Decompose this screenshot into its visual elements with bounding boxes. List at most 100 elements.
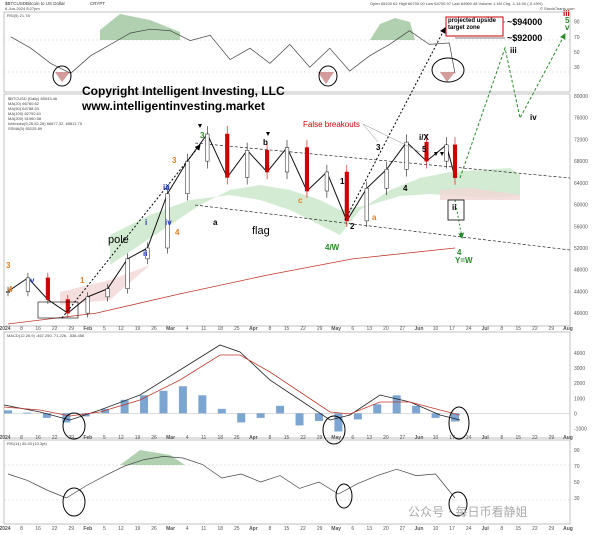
- x-tick-label: 15: [284, 326, 290, 332]
- candle-body: [284, 147, 290, 173]
- candle-body: [105, 288, 110, 298]
- x-tick-label: 20: [383, 326, 389, 332]
- price-tick: 52000: [574, 246, 588, 252]
- x-tick-label: 29: [317, 435, 323, 441]
- x-tick-label: Feb: [83, 326, 92, 332]
- wave-3-orange: 3: [172, 156, 177, 165]
- x-tick-label: 16: [35, 526, 41, 532]
- x-tick-label: May: [331, 326, 341, 332]
- macd-bar: [120, 399, 129, 414]
- period-label: CRYPT: [90, 1, 105, 6]
- x-tick-label: Mar: [166, 526, 175, 532]
- flag-label: flag: [252, 225, 270, 237]
- price-panel: [3, 93, 571, 327]
- macd-tick: 3000: [574, 366, 585, 372]
- price-tick: 80000: [574, 94, 588, 100]
- x-tick-label: 29: [317, 326, 323, 332]
- x-tick-label: Jul: [482, 435, 490, 441]
- x-tick-label: 24: [466, 435, 472, 441]
- symbol-label: $BTCUSD: [5, 1, 27, 6]
- macd-tick: -1000: [574, 426, 587, 432]
- rsi-bottom-tick: 50: [574, 480, 580, 486]
- x-tick-label: 22: [300, 526, 306, 532]
- x-tick-label: 18: [217, 326, 223, 332]
- x-tick-label: 17: [449, 326, 455, 332]
- x-tick-label: 22: [532, 326, 538, 332]
- x-tick-label: 22: [52, 326, 58, 332]
- x-tick-label: 27: [400, 326, 406, 332]
- price-legend-item: MA(200) 51960.58: [8, 116, 42, 121]
- candle-body: [324, 171, 329, 192]
- wave-4: 4: [403, 184, 408, 193]
- wave-a-orange: a: [372, 213, 377, 222]
- macd-panel: [3, 331, 571, 439]
- x-tick-label: Jun: [415, 326, 424, 332]
- macd-bar: [276, 405, 285, 414]
- pole-label: pole: [108, 234, 129, 246]
- x-tick-label: 18: [217, 526, 223, 532]
- ohlc-label: Open 65100.62 High 66700.00 Low 64700.97…: [370, 1, 543, 6]
- wave-iv-projected: iv: [530, 113, 537, 122]
- macd-bar: [23, 412, 32, 414]
- macd-tick: 0: [574, 411, 577, 417]
- wave-5-top: 5: [565, 16, 570, 25]
- wave-i-blue: i: [145, 218, 147, 227]
- x-tick-label: 13: [367, 326, 373, 332]
- date-label: 6-Jun-2024 8:27pm: [5, 6, 40, 11]
- x-tick-label: 8: [500, 326, 503, 332]
- x-tick-label: 22: [52, 526, 58, 532]
- wave-iii-top: iii: [563, 9, 570, 18]
- candle-body: [265, 150, 270, 173]
- x-tick-label: 24: [466, 326, 472, 332]
- macd-axis: -1000 0 1000 2000 3000 4000: [4, 351, 587, 432]
- x-tick-label: 11: [201, 435, 206, 441]
- price-candles: [5, 126, 458, 318]
- x-tick-label: 10: [433, 526, 439, 532]
- level-94000: ~$94000: [507, 17, 542, 27]
- x-tick-label: 6: [351, 326, 354, 332]
- x-tick-label: Jul: [482, 526, 490, 532]
- x-tick-label: 20: [383, 526, 389, 532]
- x-tick-label: 6: [351, 526, 354, 532]
- macd-bar: [101, 408, 110, 414]
- rsi-top-series: [10, 28, 456, 74]
- price-legend-item: MA(50) 64788.53: [8, 106, 40, 111]
- wave-1-early: 1: [80, 276, 85, 285]
- macd-bar: [412, 405, 421, 414]
- candle-body: [225, 133, 230, 178]
- macd-bar: [392, 395, 401, 414]
- x-tick-label: 29: [68, 326, 74, 332]
- x-tick-label: Apr: [249, 526, 258, 532]
- wave-4-early: 4: [8, 285, 13, 294]
- x-tick-label: May: [331, 435, 341, 441]
- macd-bar: [62, 413, 71, 423]
- x-tick-label: 22: [532, 526, 538, 532]
- price-tick: 40000: [574, 311, 588, 317]
- x-tick-label: 22: [532, 435, 538, 441]
- x-tick-label: 12: [118, 526, 124, 532]
- x-tick-label: 17: [449, 435, 455, 441]
- x-tick-label: 29: [68, 435, 74, 441]
- copyright-text: Copyright Intelligent Investing, LLC: [82, 84, 285, 98]
- rsi-top-tick: 70: [574, 35, 580, 41]
- macd-bar: [178, 386, 187, 414]
- x-tick-label: Jun: [415, 435, 424, 441]
- wave-ix: i/X: [419, 133, 429, 142]
- macd-bar: [431, 413, 440, 418]
- rsi-top-panel: [3, 11, 571, 93]
- x-tick-label: 27: [400, 435, 406, 441]
- wave-b: b: [263, 138, 268, 147]
- wave-ii: ii: [452, 203, 456, 212]
- macd-bar: [314, 413, 323, 421]
- ma200-line: [7, 247, 456, 325]
- false-breakouts-label: False breakouts: [303, 120, 360, 129]
- x-tick-label: Jun: [415, 526, 424, 532]
- macd-bar: [217, 408, 226, 414]
- x-tick-label: 15: [516, 326, 522, 332]
- candle-body: [364, 188, 369, 222]
- x-tick-label: 13: [367, 526, 373, 532]
- macd-bar: [140, 395, 149, 414]
- candle-body: [165, 193, 170, 249]
- x-tick-label: Aug: [563, 526, 573, 532]
